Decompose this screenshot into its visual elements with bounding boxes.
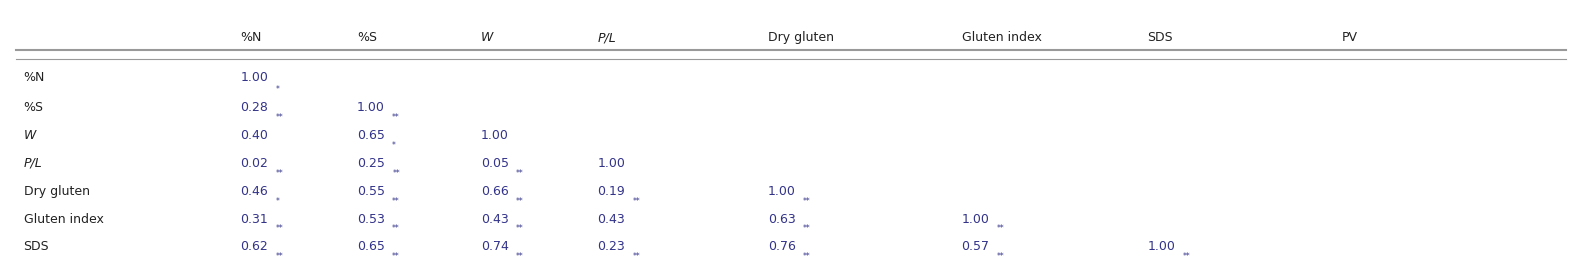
Text: P/L: P/L <box>598 31 615 44</box>
Text: 0.74: 0.74 <box>481 240 509 253</box>
Text: 0.62: 0.62 <box>240 240 269 253</box>
Text: **: ** <box>516 197 524 206</box>
Text: 0.25: 0.25 <box>358 157 384 170</box>
Text: **: ** <box>633 197 641 206</box>
Text: 0.66: 0.66 <box>481 185 509 198</box>
Text: Gluten index: Gluten index <box>962 31 1041 44</box>
Text: 0.53: 0.53 <box>358 213 384 225</box>
Text: 1.00: 1.00 <box>358 101 384 114</box>
Text: SDS: SDS <box>1147 31 1174 44</box>
Text: **: ** <box>275 169 283 178</box>
Text: **: ** <box>633 252 641 258</box>
Text: 0.43: 0.43 <box>598 213 625 225</box>
Text: 0.31: 0.31 <box>240 213 269 225</box>
Text: **: ** <box>1183 252 1191 258</box>
Text: 0.55: 0.55 <box>358 185 384 198</box>
Text: *: * <box>275 197 280 206</box>
Text: Dry gluten: Dry gluten <box>24 185 90 198</box>
Text: **: ** <box>804 224 810 233</box>
Text: **: ** <box>275 252 283 258</box>
Text: %N: %N <box>240 31 263 44</box>
Text: 0.19: 0.19 <box>598 185 625 198</box>
Text: W: W <box>481 31 494 44</box>
Text: 1.00: 1.00 <box>598 157 625 170</box>
Text: **: ** <box>392 169 400 178</box>
Text: W: W <box>24 129 36 142</box>
Text: *: * <box>275 85 280 94</box>
Text: 0.65: 0.65 <box>358 129 384 142</box>
Text: 0.40: 0.40 <box>240 129 269 142</box>
Text: **: ** <box>392 197 400 206</box>
Text: 0.63: 0.63 <box>767 213 796 225</box>
Text: **: ** <box>802 197 810 206</box>
Text: **: ** <box>997 252 1005 258</box>
Text: PV: PV <box>1342 31 1357 44</box>
Text: **: ** <box>392 224 400 233</box>
Text: 1.00: 1.00 <box>962 213 989 225</box>
Text: P/L: P/L <box>24 157 43 170</box>
Text: 0.43: 0.43 <box>481 213 509 225</box>
Text: Gluten index: Gluten index <box>24 213 103 225</box>
Text: %S: %S <box>24 101 44 114</box>
Text: **: ** <box>392 113 400 122</box>
Text: %N: %N <box>24 71 44 84</box>
Text: **: ** <box>275 224 283 233</box>
Text: Dry gluten: Dry gluten <box>767 31 834 44</box>
Text: **: ** <box>516 252 524 258</box>
Text: %S: %S <box>358 31 377 44</box>
Text: 1.00: 1.00 <box>1147 240 1175 253</box>
Text: 0.02: 0.02 <box>240 157 269 170</box>
Text: 0.23: 0.23 <box>598 240 625 253</box>
Text: 0.28: 0.28 <box>240 101 269 114</box>
Text: **: ** <box>275 113 283 122</box>
Text: **: ** <box>516 169 524 178</box>
Text: **: ** <box>392 252 400 258</box>
Text: **: ** <box>997 224 1005 233</box>
Text: SDS: SDS <box>24 240 49 253</box>
Text: 1.00: 1.00 <box>240 71 269 84</box>
Text: *: * <box>392 141 396 150</box>
Text: **: ** <box>804 252 810 258</box>
Text: 0.65: 0.65 <box>358 240 384 253</box>
Text: 0.57: 0.57 <box>962 240 989 253</box>
Text: 0.76: 0.76 <box>767 240 796 253</box>
Text: 1.00: 1.00 <box>767 185 796 198</box>
Text: **: ** <box>516 224 524 233</box>
Text: 0.46: 0.46 <box>240 185 269 198</box>
Text: 0.05: 0.05 <box>481 157 509 170</box>
Text: 1.00: 1.00 <box>481 129 509 142</box>
